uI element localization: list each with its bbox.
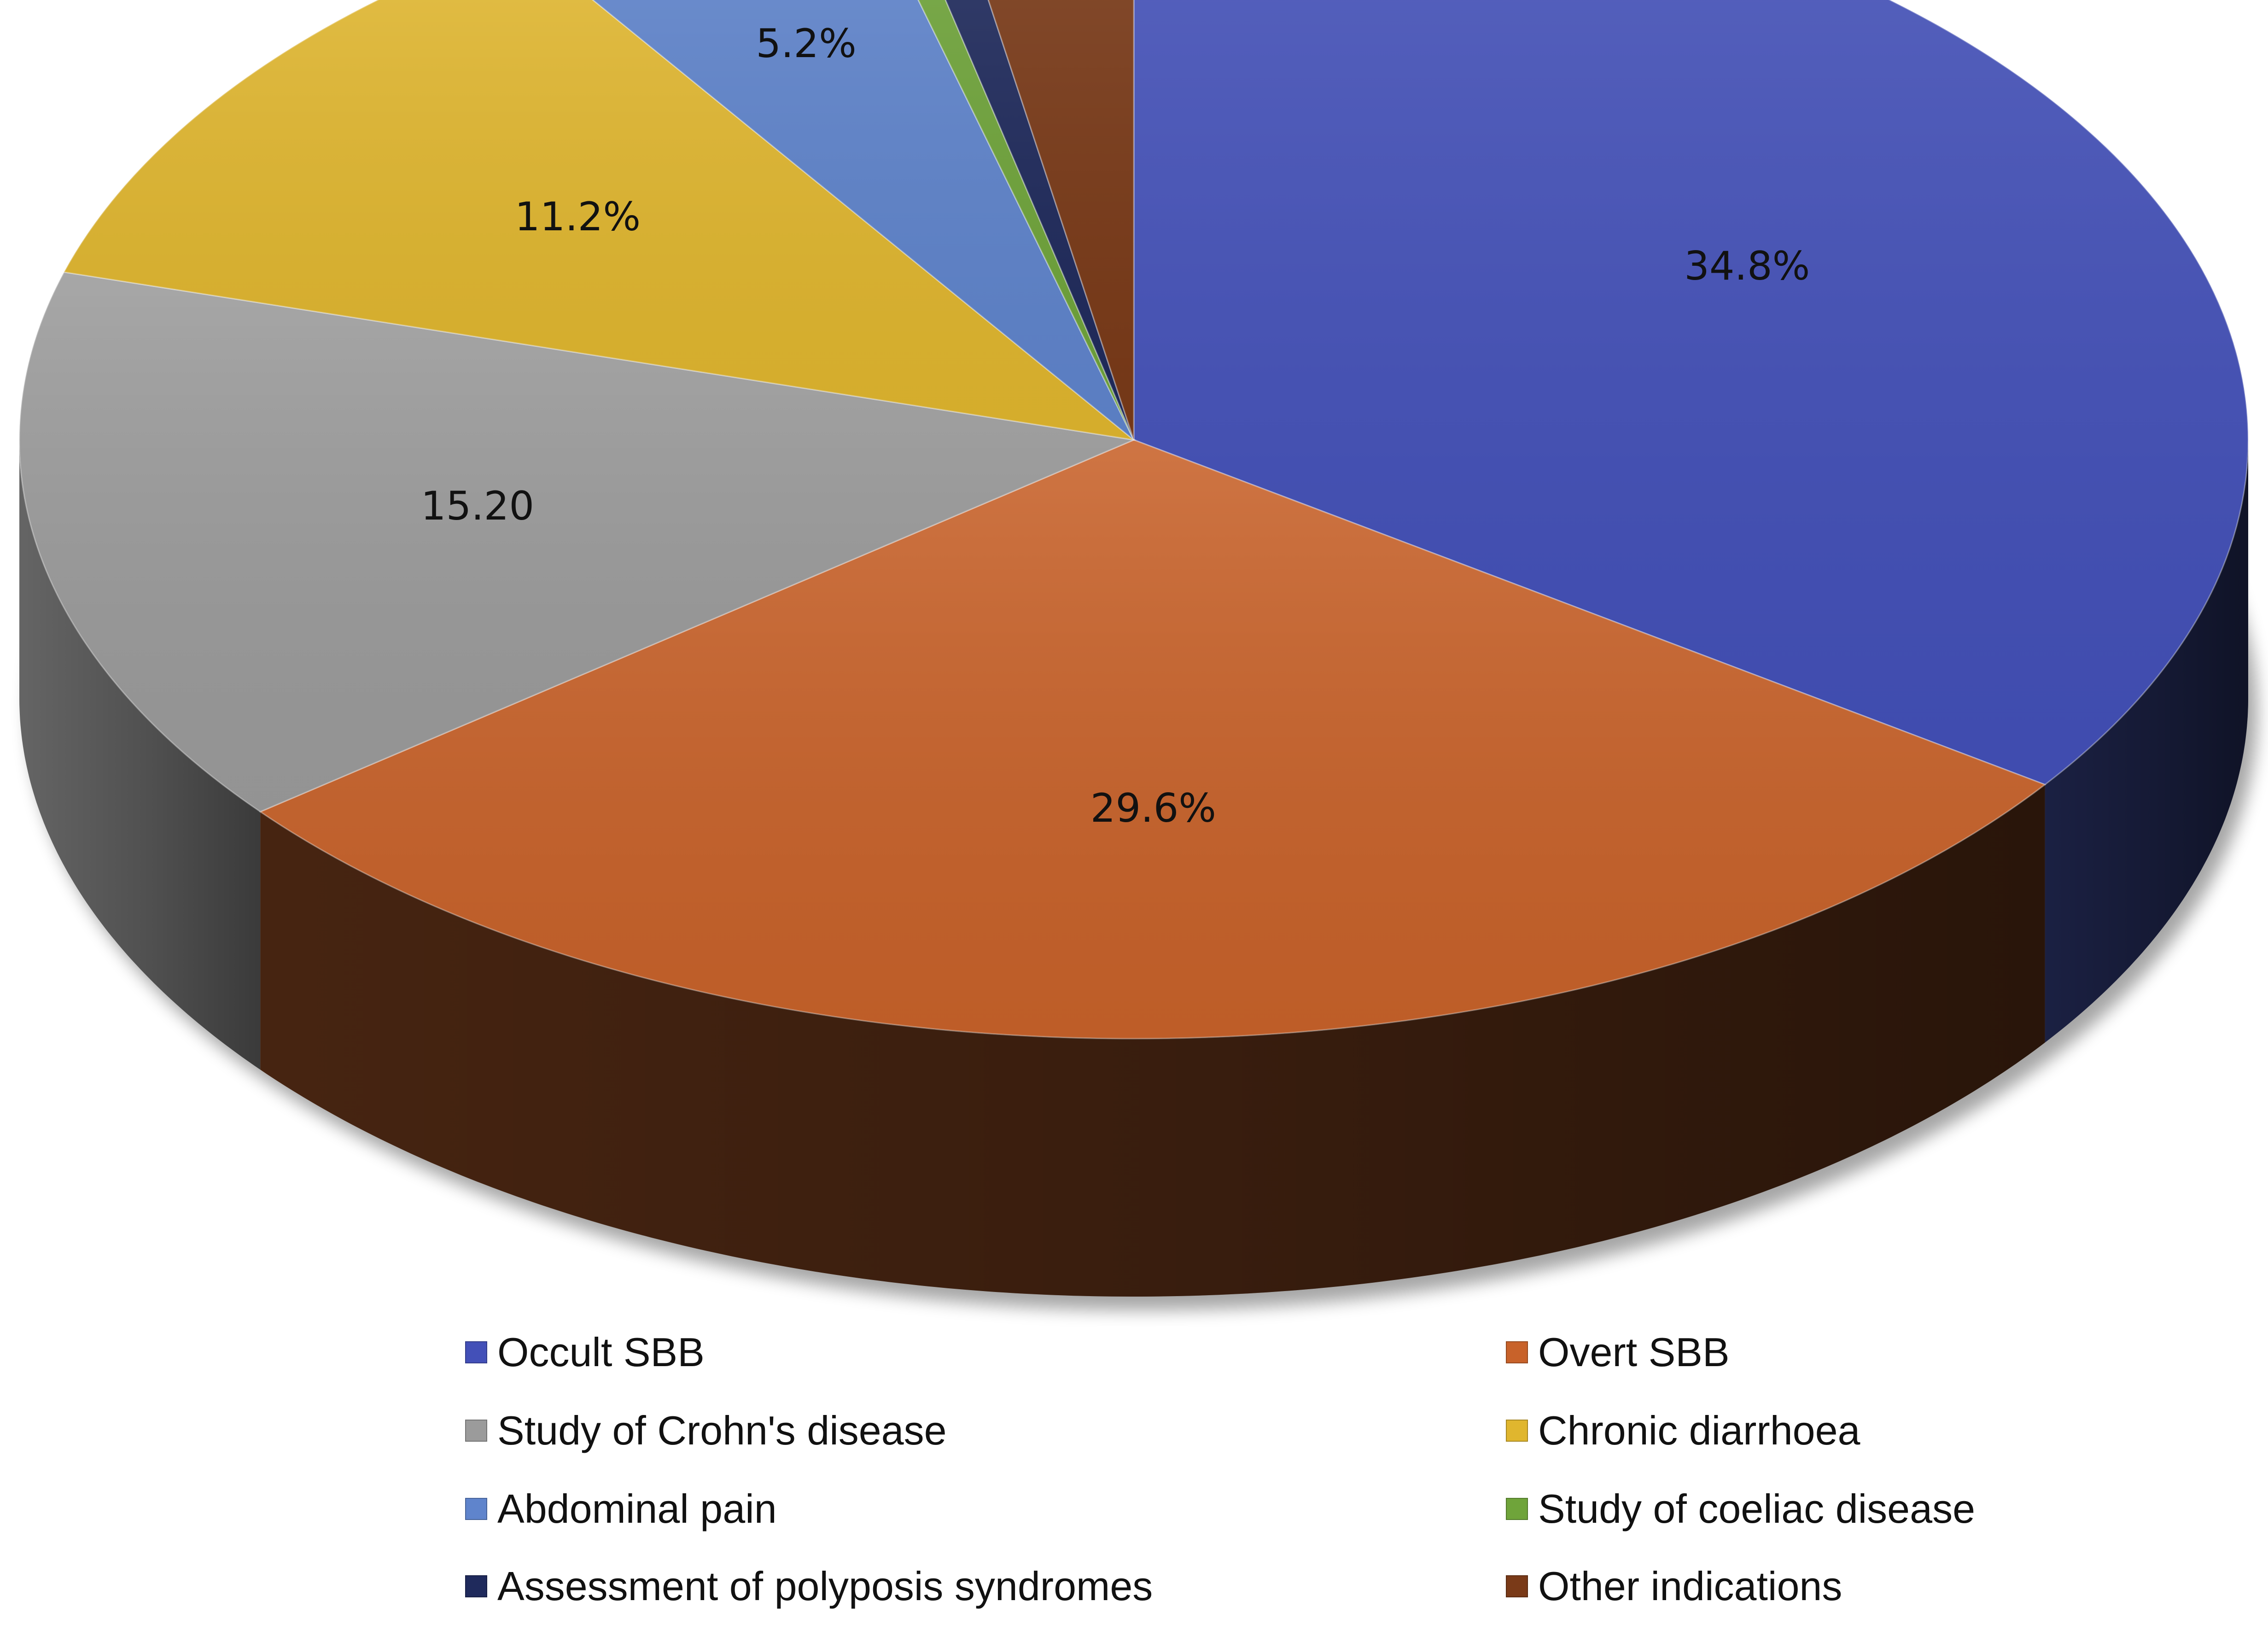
legend-label: Overt SBB — [1538, 1329, 1730, 1375]
legend-swatch — [1506, 1575, 1528, 1597]
legend-label: Chronic diarrhoea — [1538, 1408, 1860, 1453]
legend-item-assessment-of-polyposis-syndromes: Assessment of polyposis syndromes — [465, 1563, 1153, 1610]
legend-item-abdominal-pain: Abdominal pain — [465, 1485, 777, 1532]
legend-label: Other indications — [1538, 1563, 1842, 1609]
legend-swatch — [465, 1498, 487, 1520]
data-label-overt-sbb: 29.6% — [1090, 785, 1216, 831]
pie-side-shade-occult-sbb — [2045, 442, 2248, 1043]
legend-item-other-indications: Other indications — [1506, 1563, 1842, 1610]
pie-slice-shine-other-indications — [988, 0, 1134, 440]
legend-swatch — [1506, 1420, 1528, 1442]
legend: Occult SBB Overt SBB Study of Crohn's dise… — [0, 1327, 2268, 1625]
data-label-occult-sbb: 34.8% — [1684, 243, 1810, 289]
data-label-chronic-diarrhoea: 11.2% — [515, 194, 641, 240]
legend-item-study-of-coeliac-disease: Study of coeliac disease — [1506, 1485, 1975, 1532]
legend-label: Study of Crohn's disease — [497, 1408, 947, 1453]
pie-slice-shine-study-of-crohn-s-disease — [19, 272, 1134, 812]
data-label-study-of-crohn-s-disease: 15.20 — [421, 483, 534, 529]
legend-label: Study of coeliac disease — [1538, 1486, 1976, 1531]
pie-slice-shine-chronic-diarrhoea — [64, 0, 1134, 440]
pie-side-shade-overt-sbb — [260, 784, 2045, 1297]
pie-side-shade-study-of-crohn-s-disease — [19, 441, 261, 1070]
legend-swatch — [465, 1420, 487, 1442]
data-label-abdominal-pain: 5.2% — [756, 21, 857, 67]
legend-swatch — [465, 1575, 487, 1597]
legend-item-study-of-crohn-s-disease: Study of Crohn's disease — [465, 1407, 947, 1454]
pie-slice-shine-assessment-of-polyposis-syndromes — [945, 0, 1134, 440]
pie-slice-shine-occult-sbb — [1134, 0, 2248, 785]
legend-label: Occult SBB — [497, 1329, 705, 1375]
legend-swatch — [1506, 1498, 1528, 1520]
legend-label: Assessment of polyposis syndromes — [497, 1563, 1153, 1609]
legend-swatch — [465, 1341, 487, 1363]
legend-label: Abdominal pain — [497, 1486, 777, 1531]
legend-item-overt-sbb: Overt SBB — [1506, 1329, 1730, 1376]
pie-slice-shine-overt-sbb — [260, 440, 2045, 1039]
pie-slice-shine-abdominal-pain — [593, 0, 1134, 440]
pie-slice-shine-study-of-coeliac-disease — [918, 0, 1134, 440]
legend-item-occult-sbb: Occult SBB — [465, 1329, 705, 1376]
legend-item-chronic-diarrhoea: Chronic diarrhoea — [1506, 1407, 1860, 1454]
legend-swatch — [1506, 1341, 1528, 1363]
